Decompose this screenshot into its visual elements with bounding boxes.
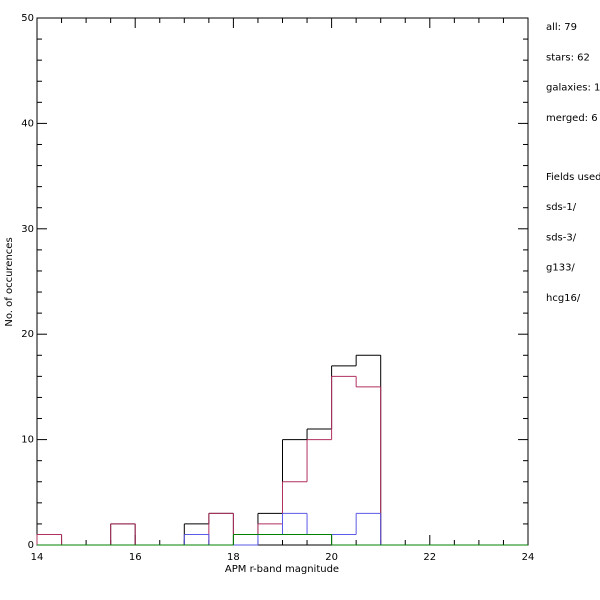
field-entry: g133/ [546,263,575,274]
x-axis-label: APM r-band magnitude [225,564,339,575]
y-tick-label: 0 [28,540,34,551]
legend-entry: stars: 62 [546,52,590,63]
legend-entry: galaxies: 1 [546,83,600,94]
y-tick-label: 40 [21,118,34,129]
fields-title: Fields used [546,172,600,183]
x-tick-label: 24 [522,552,535,563]
legend-entry: merged: 6 [546,113,598,124]
x-tick-label: 22 [423,552,436,563]
y-tick-label: 20 [21,329,34,340]
x-tick-label: 16 [129,552,142,563]
x-tick-label: 18 [227,552,240,563]
x-tick-label: 20 [325,552,338,563]
y-tick-label: 50 [21,13,34,24]
field-entry: sds-3/ [546,232,577,243]
field-entry: sds-1/ [546,202,577,213]
y-axis-label: No. of occurences [4,237,15,326]
x-tick-label: 14 [31,552,44,563]
y-tick-label: 30 [21,224,34,235]
y-tick-label: 10 [21,435,34,446]
legend-entry: all: 79 [546,22,577,33]
field-entry: hcg16/ [546,293,581,304]
